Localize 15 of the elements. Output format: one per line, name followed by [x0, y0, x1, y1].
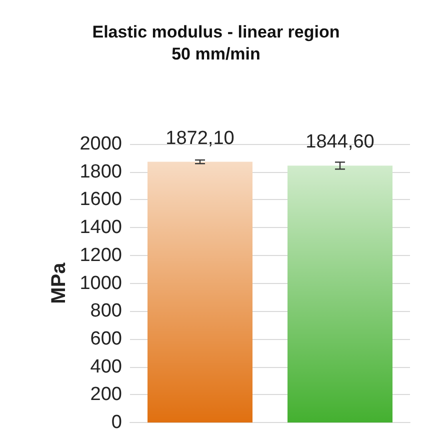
chart-title: Elastic modulus - linear region 50 mm/min: [92, 22, 340, 64]
y-tick-label: 1000: [80, 272, 122, 294]
y-axis-title: MPa: [48, 262, 70, 304]
y-tick-label: 400: [90, 356, 122, 378]
y-tick-label: 2000: [80, 134, 122, 154]
data-label: 1844,60: [306, 132, 374, 153]
y-tick-label: 200: [90, 384, 122, 406]
y-tick-label: 800: [90, 300, 122, 322]
data-label: 1872,10: [166, 128, 234, 149]
y-tick-label: 600: [90, 328, 122, 350]
y-tick-label: 1400: [80, 217, 122, 238]
y-tick-label: 0: [111, 412, 122, 433]
y-tick-label: 1200: [80, 244, 122, 266]
y-tick-label: 1800: [80, 161, 122, 182]
y-tick-label: 1600: [80, 189, 122, 210]
